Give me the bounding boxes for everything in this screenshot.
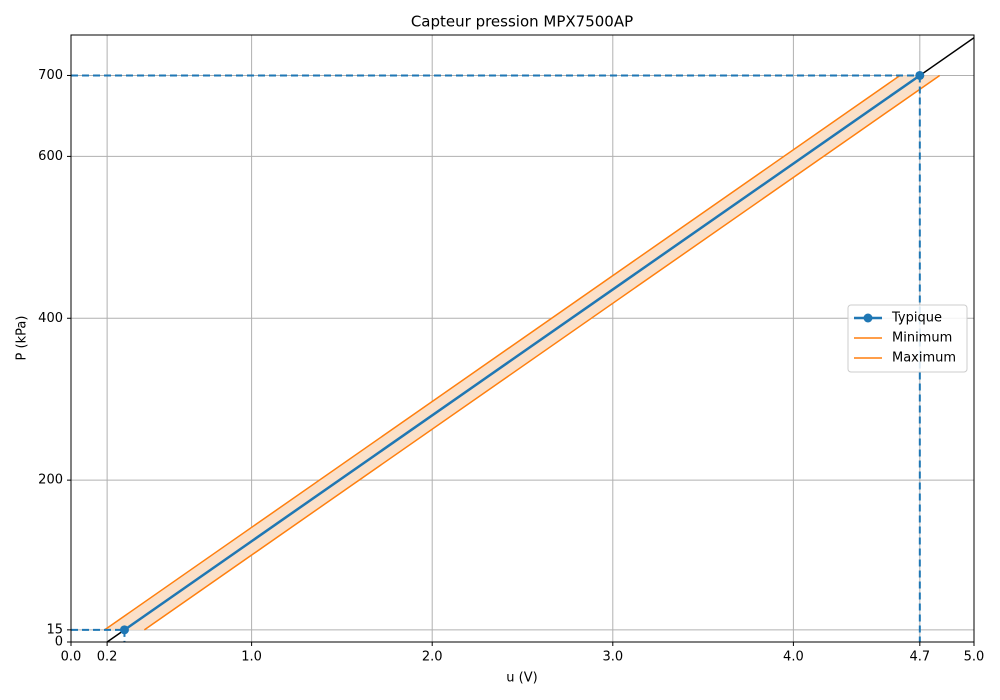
legend: Typique Minimum Maximum [847, 304, 968, 373]
x-tick-label: 1.0 [241, 650, 262, 665]
x-tick-label: 3.0 [602, 650, 623, 665]
y-tick-label: 700 [38, 68, 63, 83]
plot-frame [70, 34, 975, 643]
y-tick-label: 15 [46, 622, 63, 637]
legend-label: Minimum [892, 331, 952, 346]
y-tick-label: 400 [38, 311, 63, 326]
point [119, 625, 129, 635]
legend-box [847, 304, 968, 373]
x-tick-label: 2.0 [422, 650, 443, 665]
plot-area [71, 37, 974, 642]
x-tick-label: 0.0 [61, 650, 82, 665]
point [915, 70, 925, 80]
x-tick-label: 0.2 [97, 650, 118, 665]
legend-label: Maximum [892, 351, 956, 366]
x-axis-label: u (V) [506, 671, 537, 686]
x-tick-label: 4.7 [909, 650, 930, 665]
y-tick-label: 600 [38, 149, 63, 164]
limit-line [143, 74, 941, 631]
y-tick-label: 0 [55, 635, 63, 650]
legend-label: Typique [891, 311, 942, 326]
legend-marker [863, 313, 873, 323]
limit-line [104, 74, 901, 631]
y-axis-label: P (kPa) [15, 316, 30, 361]
x-tick-label: 5.0 [964, 650, 985, 665]
x-tick-label: 4.0 [783, 650, 804, 665]
chart-title: Capteur pression MPX7500AP [411, 13, 633, 31]
y-tick-label: 200 [38, 473, 63, 488]
typical-line [123, 74, 921, 631]
